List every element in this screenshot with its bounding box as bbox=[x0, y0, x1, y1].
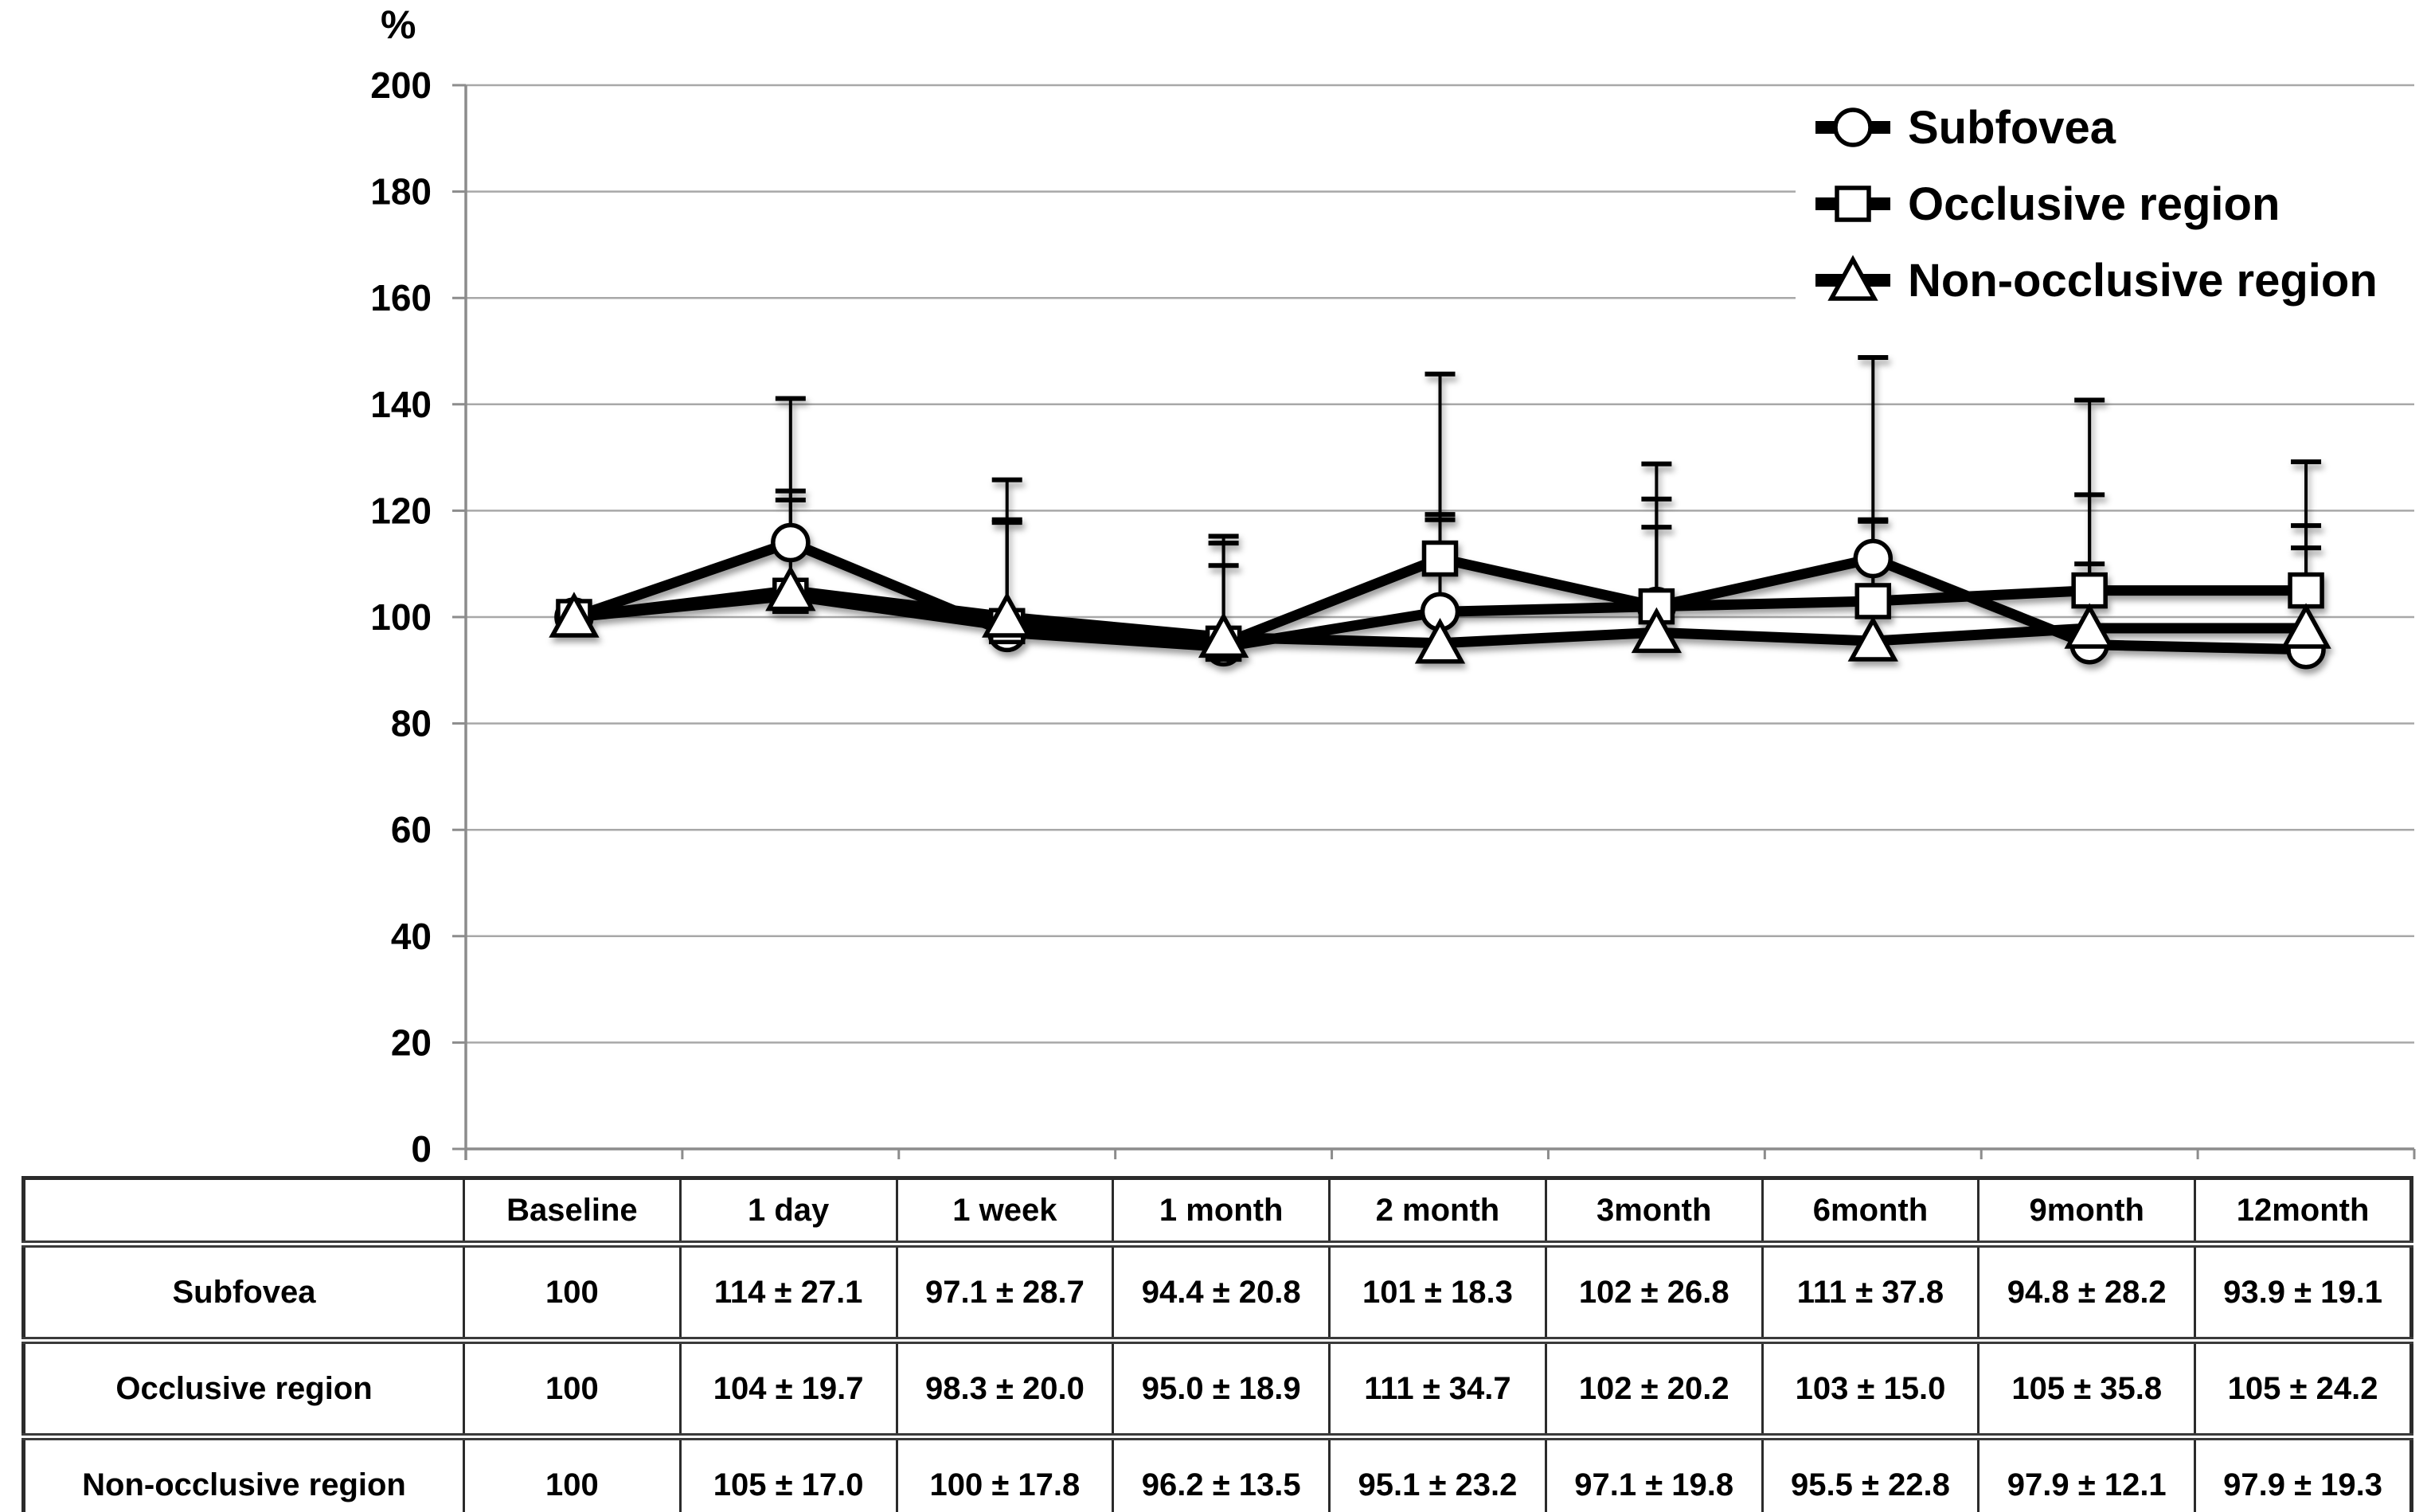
legend-item: Non-occlusive region bbox=[1815, 255, 2378, 307]
table-cell: 104 ± 19.7 bbox=[678, 1337, 898, 1437]
column-header: 1 week bbox=[895, 1178, 1115, 1244]
y-tick-label: 180 bbox=[370, 171, 432, 213]
table-cell: 100 bbox=[463, 1433, 682, 1512]
y-axis-unit-label: % bbox=[381, 2, 416, 47]
table-cell: 94.4 ± 20.8 bbox=[1112, 1240, 1331, 1341]
table-cell: 105 ± 24.2 bbox=[2194, 1337, 2413, 1437]
header-row: Baseline 1 day 1 week 1 month 2 month 3month 6… bbox=[22, 1178, 2413, 1244]
triangle-marker bbox=[1827, 255, 1878, 301]
column-header: 2 month bbox=[1328, 1178, 1547, 1244]
table-cell: 102 ± 20.2 bbox=[1544, 1337, 1764, 1437]
table-cell: 102 ± 26.8 bbox=[1544, 1240, 1764, 1341]
table-cell: 93.9 ± 19.1 bbox=[2194, 1240, 2413, 1341]
axes bbox=[452, 84, 2416, 1160]
y-tick-label: 60 bbox=[391, 809, 432, 850]
circle-marker bbox=[771, 522, 811, 563]
table-cell: 98.3 ± 20.0 bbox=[895, 1337, 1115, 1437]
y-tick-label: 160 bbox=[370, 277, 432, 318]
legend-background bbox=[1796, 89, 2427, 324]
y-tick-label: 200 bbox=[370, 64, 432, 106]
triangle-marker bbox=[549, 592, 600, 638]
circle-marker bbox=[1853, 538, 1894, 579]
triangle-marker bbox=[1198, 611, 1249, 658]
table-cell: 111 ± 37.8 bbox=[1761, 1240, 1980, 1341]
triangle-marker bbox=[982, 592, 1033, 638]
table-cell: 101 ± 18.3 bbox=[1328, 1240, 1547, 1341]
table-cell: 105 ± 17.0 bbox=[678, 1433, 898, 1512]
table-cell: 100 ± 17.8 bbox=[895, 1433, 1115, 1512]
legend-label: Subfovea bbox=[1908, 102, 2116, 154]
legend-item: Occlusive region bbox=[1815, 178, 2280, 230]
legend-label: Non-occlusive region bbox=[1908, 255, 2378, 307]
triangle-marker bbox=[765, 565, 816, 611]
line-chart: 0 20 40 60 80 100 120 140 160 180 200 Subfovea Occlu… bbox=[370, 64, 2427, 1170]
triangle-marker bbox=[1414, 618, 1466, 664]
column-header: Baseline bbox=[463, 1178, 682, 1244]
y-tick-label: 120 bbox=[370, 490, 432, 531]
table-cell: 97.1 ± 19.8 bbox=[1544, 1433, 1764, 1512]
y-tick-label: 140 bbox=[370, 384, 432, 425]
table-cell: 100 bbox=[463, 1240, 682, 1341]
triangle-marker bbox=[1847, 615, 1898, 662]
table-cell: 114 ± 27.1 bbox=[678, 1240, 898, 1341]
triangle-marker bbox=[1631, 607, 1682, 654]
column-header: 3month bbox=[1544, 1178, 1764, 1244]
table-cell: 96.2 ± 13.5 bbox=[1112, 1433, 1331, 1512]
square-marker bbox=[2288, 572, 2324, 609]
table-cell: 95.1 ± 23.2 bbox=[1328, 1433, 1547, 1512]
column-header: 12month bbox=[2194, 1178, 2413, 1244]
y-tick-label: 20 bbox=[391, 1022, 432, 1063]
table-cell: 111 ± 34.7 bbox=[1328, 1337, 1547, 1437]
table-cell: 100 bbox=[463, 1337, 682, 1437]
square-marker bbox=[1421, 540, 1459, 577]
y-tick-label: 80 bbox=[391, 703, 432, 744]
table-cell: 94.8 ± 28.2 bbox=[1977, 1240, 2197, 1341]
square-marker bbox=[1835, 186, 1871, 222]
table-row: Non-occlusive region 100 105 ± 17.0 100 ± 1… bbox=[22, 1433, 2413, 1512]
y-tick-label: 0 bbox=[411, 1128, 432, 1170]
column-header: 1 day bbox=[678, 1178, 898, 1244]
row-label: Subfovea bbox=[22, 1240, 465, 1341]
row-label: Non-occlusive region bbox=[22, 1433, 465, 1512]
triangle-marker bbox=[2280, 603, 2331, 649]
table-cell: 97.9 ± 12.1 bbox=[1977, 1433, 2197, 1512]
column-header: 9month bbox=[1977, 1178, 2197, 1244]
column-header: 1 month bbox=[1112, 1178, 1331, 1244]
legend-label: Occlusive region bbox=[1908, 178, 2280, 230]
table-row: Subfovea 100 114 ± 27.1 97.1 ± 28.7 94.4 ± 2… bbox=[22, 1240, 2413, 1341]
table-cell: 95.0 ± 18.9 bbox=[1112, 1337, 1331, 1437]
square-marker bbox=[2071, 572, 2108, 609]
row-label: Occlusive region bbox=[22, 1337, 465, 1437]
y-tick-label: 100 bbox=[370, 596, 432, 638]
table-cell: 95.5 ± 22.8 bbox=[1761, 1433, 1980, 1512]
column-header: 6month bbox=[1761, 1178, 1980, 1244]
square-marker bbox=[1854, 583, 1892, 619]
corner-cell bbox=[22, 1178, 465, 1244]
table-cell: 103 ± 15.0 bbox=[1761, 1337, 1980, 1437]
triangle-marker bbox=[2064, 603, 2115, 649]
y-tick-label: 40 bbox=[391, 916, 432, 957]
table-cell: 105 ± 35.8 bbox=[1977, 1337, 2197, 1437]
legend: Subfovea Occlusive region Non-occlusive re… bbox=[1796, 89, 2427, 324]
table-cell: 97.1 ± 28.7 bbox=[895, 1240, 1115, 1341]
table-row: Occlusive region 100 104 ± 19.7 98.3 ± 20.0… bbox=[22, 1337, 2413, 1437]
data-table: Baseline 1 day 1 week 1 month 2 month 3month 6… bbox=[21, 1176, 2413, 1512]
series-layer bbox=[549, 355, 2331, 670]
table-cell: 97.9 ± 19.3 bbox=[2194, 1433, 2413, 1512]
legend-item: Subfovea bbox=[1815, 102, 2116, 154]
circle-marker bbox=[1833, 107, 1873, 147]
y-axis-labels: 0 20 40 60 80 100 120 140 160 180 200 bbox=[370, 64, 432, 1170]
